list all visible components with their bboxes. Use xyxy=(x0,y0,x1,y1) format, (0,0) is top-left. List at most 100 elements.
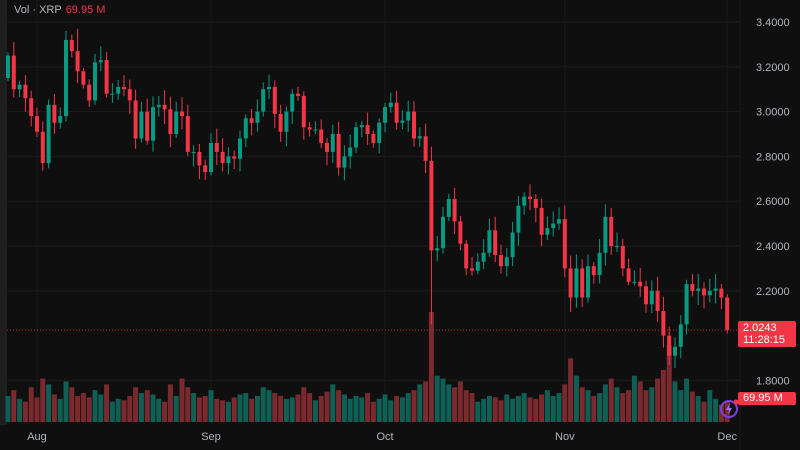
volume-bar xyxy=(643,390,649,422)
volume-bar xyxy=(57,398,63,422)
volume-bar xyxy=(701,401,707,422)
volume-bar xyxy=(550,395,556,422)
candle-body xyxy=(649,290,654,305)
volume-bar xyxy=(86,397,92,422)
volume-bar xyxy=(307,393,313,422)
tradingview-assistant-icon[interactable] xyxy=(718,398,740,420)
candle-body xyxy=(203,165,208,173)
x-tick-label: Aug xyxy=(27,431,47,443)
candle-body xyxy=(156,104,161,108)
y-tick-label: 2.8000 xyxy=(756,151,790,163)
candle-body xyxy=(64,39,68,117)
candle-body xyxy=(516,205,521,233)
bar-countdown: 11:28:15 xyxy=(743,334,786,346)
candle-body xyxy=(603,216,608,253)
candle-body xyxy=(661,310,666,336)
volume-bar xyxy=(220,400,226,422)
volume-bar xyxy=(324,391,330,422)
volume-bar xyxy=(394,395,400,422)
candle-body xyxy=(510,232,515,258)
volume-bar xyxy=(614,387,620,422)
volume-bar xyxy=(318,395,324,422)
x-tick-label: Dec xyxy=(717,431,737,443)
candle-body xyxy=(626,268,631,282)
volume-bar xyxy=(260,387,266,422)
legend-label: Vol · XRP xyxy=(14,4,62,16)
volume-bar xyxy=(341,394,347,422)
candle-body xyxy=(191,151,196,153)
candle-body xyxy=(267,86,271,90)
candle-body xyxy=(93,62,97,101)
volume-bar xyxy=(695,395,701,422)
candle-body xyxy=(272,86,277,114)
candle-body xyxy=(400,120,405,123)
candle-body xyxy=(296,93,300,96)
candle-body xyxy=(255,111,260,123)
candle-body xyxy=(638,281,643,287)
candle-body xyxy=(116,86,121,94)
y-tick-label: 3.4000 xyxy=(756,17,790,29)
candle-body xyxy=(6,55,10,78)
candle-body xyxy=(435,248,440,251)
volume-bar xyxy=(28,387,34,422)
candle-body xyxy=(383,107,387,123)
candle-body xyxy=(620,246,625,269)
candle-body xyxy=(174,111,179,134)
volume-legend: Vol · XRP 69.95 M xyxy=(14,4,105,16)
volume-bar xyxy=(533,398,539,422)
volume-bar xyxy=(521,393,527,422)
last-price-label: 2.0243 11:28:15 xyxy=(738,321,796,347)
candle-body xyxy=(684,284,689,325)
candle-body xyxy=(104,60,109,94)
volume-bar xyxy=(40,378,46,422)
volume-bar xyxy=(185,387,191,422)
volume-bar xyxy=(626,390,632,422)
time-axis-bg xyxy=(0,425,800,450)
candle-body xyxy=(127,89,132,101)
volume-bar xyxy=(469,393,475,422)
volume-bar xyxy=(127,395,133,422)
volume-bar xyxy=(312,400,318,422)
volume-bar xyxy=(591,395,597,422)
candle-body xyxy=(284,111,289,132)
candle-body xyxy=(597,252,602,276)
candle-body xyxy=(539,207,544,235)
candle-body xyxy=(499,254,503,267)
candle-body xyxy=(261,89,266,112)
volume-bar xyxy=(405,393,411,422)
candle-body xyxy=(46,104,51,164)
volume-bar xyxy=(289,397,295,422)
volume-bar xyxy=(486,395,492,422)
candle-body xyxy=(139,111,144,139)
volume-bar xyxy=(382,394,388,422)
candle-body xyxy=(423,136,428,161)
candle-body xyxy=(122,86,126,90)
y-tick-label: 2.2000 xyxy=(756,286,790,298)
volume-bar xyxy=(527,397,533,422)
candle-body xyxy=(667,335,672,356)
x-tick-label: Oct xyxy=(376,431,393,443)
candle-body xyxy=(580,268,585,298)
volume-bar xyxy=(191,393,197,422)
volume-bar xyxy=(98,394,104,422)
volume-bar xyxy=(34,397,40,422)
volume-bar xyxy=(655,378,661,422)
candle-body xyxy=(464,243,469,269)
candle-body xyxy=(644,286,648,305)
candle-body xyxy=(197,151,202,166)
volume-bar xyxy=(452,387,458,422)
candle-body xyxy=(23,84,28,99)
candle-body xyxy=(725,297,730,331)
volume-bar xyxy=(649,387,655,422)
volume-bar xyxy=(92,390,98,422)
volume-bar xyxy=(249,398,255,422)
volume-bar xyxy=(672,381,678,422)
candle-body xyxy=(52,104,57,123)
candle-body xyxy=(249,118,254,123)
volume-bar xyxy=(579,387,585,422)
volume-bar xyxy=(573,375,579,422)
candle-body xyxy=(632,281,637,283)
volume-bar xyxy=(608,378,614,422)
volume-bar xyxy=(121,400,127,422)
